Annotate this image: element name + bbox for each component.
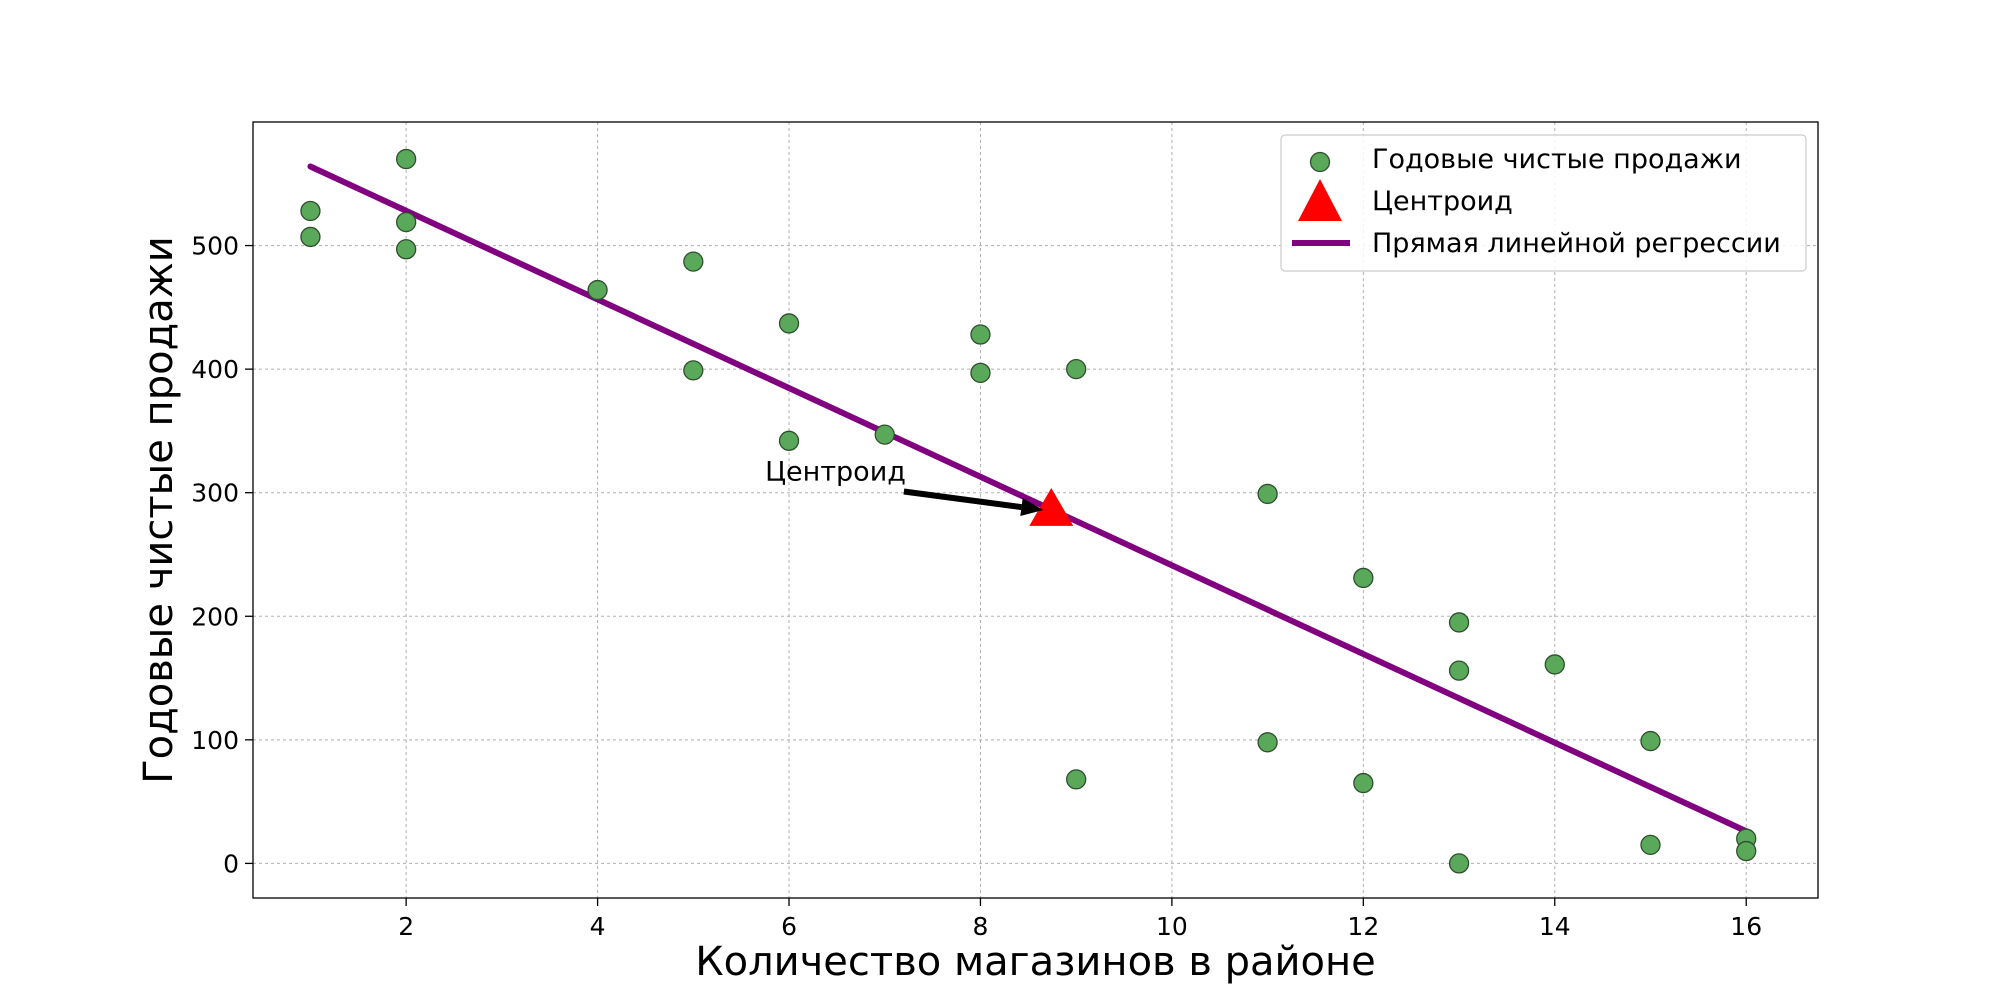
y-tick-label: 500 xyxy=(191,232,239,261)
data-point xyxy=(1640,730,1661,752)
data-point xyxy=(970,362,991,383)
data-point xyxy=(778,430,800,451)
legend-box xyxy=(1280,134,1807,272)
y-tick-label: 0 xyxy=(223,849,239,878)
y-tick-label: 400 xyxy=(191,355,239,384)
annotation-arrow-shaft xyxy=(903,488,1022,511)
annotation-layer: Центроид xyxy=(765,456,1044,517)
x-axis-title: Количество магазинов в районе xyxy=(695,939,1376,985)
data-point xyxy=(1257,483,1278,505)
data-points-layer xyxy=(300,148,1757,874)
plot-frame xyxy=(252,121,1819,899)
data-point xyxy=(300,226,321,248)
data-point xyxy=(1544,654,1565,675)
data-point xyxy=(300,200,321,222)
data-point xyxy=(1448,660,1470,681)
data-point xyxy=(778,313,800,334)
data-point xyxy=(1066,769,1087,790)
legend: Годовые чистые продажи Центроид Прямая л… xyxy=(1280,134,1807,272)
centroid-marker xyxy=(1029,488,1074,526)
data-point xyxy=(1736,840,1757,862)
legend-label-regression: Прямая линейной регрессии xyxy=(1372,228,1781,259)
data-point xyxy=(395,239,417,260)
x-tick-label: 12 xyxy=(1347,912,1379,941)
regression-line-layer xyxy=(307,163,1750,835)
data-point xyxy=(683,360,704,381)
centroid-annotation-text: Центроид xyxy=(765,456,906,487)
data-point xyxy=(1448,612,1470,633)
annotation-arrow-head xyxy=(1020,498,1044,517)
ticks-layer: 2 4 6 8 10 12 14 16 0 100 200 300 400 500 xyxy=(191,232,1762,941)
data-point xyxy=(395,211,417,233)
centroid-layer xyxy=(1029,488,1074,526)
legend-scatter-marker xyxy=(1309,151,1331,173)
data-point xyxy=(587,279,608,301)
x-tick-label: 8 xyxy=(973,912,989,941)
data-point xyxy=(1353,567,1374,589)
regression-line xyxy=(307,163,1750,835)
data-point xyxy=(1353,772,1374,794)
data-point xyxy=(395,148,417,170)
legend-label-sales: Годовые чистые продажи xyxy=(1372,144,1742,175)
legend-centroid-marker xyxy=(1298,179,1342,221)
x-tick-label: 10 xyxy=(1156,912,1188,941)
x-tick-label: 2 xyxy=(398,912,414,941)
legend-label-centroid: Центроид xyxy=(1372,186,1513,217)
data-point xyxy=(1640,834,1661,856)
data-point xyxy=(970,324,991,345)
data-point xyxy=(1066,358,1087,380)
y-tick-label: 300 xyxy=(191,479,239,508)
y-tick-label: 100 xyxy=(191,726,239,755)
y-tick-label: 200 xyxy=(191,602,239,631)
data-point xyxy=(1448,853,1470,874)
x-tick-label: 6 xyxy=(781,912,797,941)
x-tick-label: 4 xyxy=(590,912,606,941)
data-point xyxy=(874,424,895,445)
data-point xyxy=(1257,732,1278,753)
data-point xyxy=(683,251,704,272)
grid-layer xyxy=(253,122,1818,898)
x-tick-label: 14 xyxy=(1539,912,1571,941)
x-tick-label: 16 xyxy=(1730,912,1762,941)
y-axis-title: Годовые чистые продажи xyxy=(136,236,182,784)
